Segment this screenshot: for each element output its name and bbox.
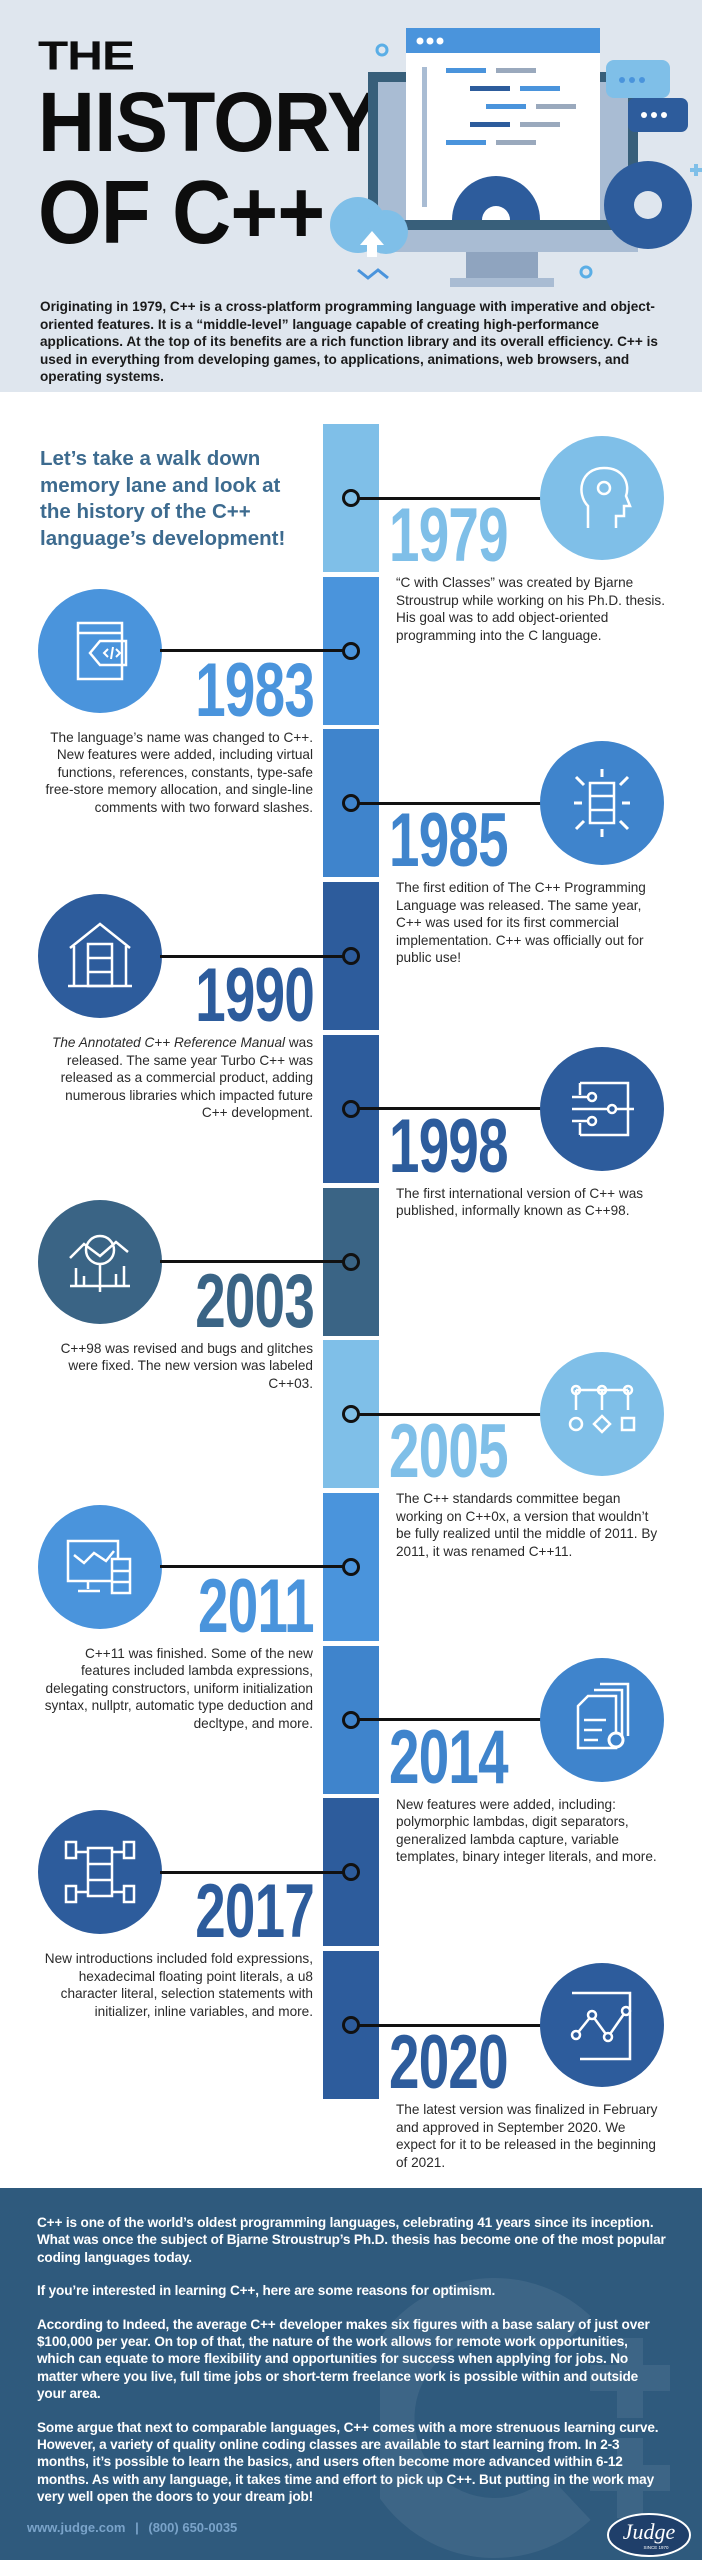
connector-line bbox=[160, 1870, 344, 1874]
event-description: New introductions included fold expressi… bbox=[43, 1950, 313, 2020]
connector-line bbox=[160, 1260, 344, 1263]
timeline-dot bbox=[342, 1557, 360, 1576]
icon-circle bbox=[540, 436, 664, 560]
separator: | bbox=[135, 2519, 139, 2535]
icon-circle bbox=[540, 1657, 664, 1782]
website-link[interactable]: www.judge.com bbox=[27, 2519, 126, 2535]
year-label: 2017 bbox=[195, 1869, 315, 1955]
connector-line bbox=[358, 1107, 542, 1111]
year-label: 1985 bbox=[389, 798, 509, 884]
event-description: The language’s name was changed to C++. … bbox=[43, 729, 313, 817]
event-description: The first international version of C++ w… bbox=[396, 1185, 666, 1220]
monitor-chart-icon bbox=[66, 1539, 132, 1595]
desc-text: New introductions included fold expressi… bbox=[44, 1951, 313, 2019]
timeline-dot bbox=[342, 1252, 360, 1271]
desc-text: The first international version of C++ w… bbox=[396, 1185, 644, 1219]
year-label: 2020 bbox=[389, 2020, 509, 2105]
footer-section bbox=[0, 2188, 702, 2560]
connector-line bbox=[358, 2023, 542, 2027]
event-description: The latest version was finalized in Febr… bbox=[396, 2101, 666, 2171]
server-network-icon bbox=[64, 1841, 136, 1904]
icon-circle bbox=[540, 1352, 664, 1477]
footer-paragraph-1: C++ is one of the world’s oldest program… bbox=[37, 2215, 666, 2265]
connector-line bbox=[160, 649, 344, 653]
timeline-dot bbox=[342, 641, 360, 660]
logo-subtext: SINCE 1970 bbox=[643, 2545, 669, 2550]
connector-line bbox=[358, 496, 542, 500]
event-description: “C with Classes” was created by Bjarne S… bbox=[396, 574, 666, 644]
timeline-dot bbox=[342, 1863, 360, 1882]
connector-line bbox=[358, 801, 542, 805]
phone-link[interactable]: (800) 650-0035 bbox=[148, 2519, 238, 2535]
cpp-watermark bbox=[380, 2278, 670, 2558]
desc-text: New features were added, including: poly… bbox=[396, 1796, 657, 1865]
timeline-dot bbox=[342, 2016, 360, 2034]
footer-paragraph-2: If you’re interested in learning C++, he… bbox=[37, 2283, 496, 2299]
timeline-dot bbox=[342, 1099, 360, 1118]
contact-info: www.judge.com | (800) 650-0035 bbox=[27, 2520, 669, 2536]
connector-line bbox=[160, 1565, 344, 1569]
icon-circle bbox=[38, 894, 162, 1019]
timeline-dot bbox=[342, 489, 360, 507]
hierarchy-shapes-icon bbox=[568, 1384, 636, 1434]
year-label: 2003 bbox=[195, 1258, 315, 1344]
event-description: C++98 was revised and bugs and glitches … bbox=[43, 1340, 313, 1393]
server-arrows-icon bbox=[574, 769, 630, 838]
judge-logo: Judge SINCE 1970 bbox=[607, 2513, 691, 2557]
connector-line bbox=[358, 1412, 542, 1416]
icon-circle bbox=[38, 1199, 162, 1324]
year-label: 1990 bbox=[195, 953, 315, 1039]
year-label: 1998 bbox=[389, 1103, 509, 1189]
desc-text: “C with Classes” was created by Bjarne S… bbox=[396, 575, 665, 643]
logo-text: Judge bbox=[623, 2519, 676, 2544]
event-description: The Annotated C++ Reference Manual was r… bbox=[43, 1034, 313, 1122]
event-description: The first edition of The C++ Programming… bbox=[396, 879, 666, 967]
head-gear-icon bbox=[580, 466, 632, 528]
documents-gear-icon bbox=[576, 1682, 630, 1749]
desc-text: The language’s name was changed to C++. … bbox=[45, 729, 313, 815]
title-line-1: THE bbox=[38, 33, 135, 79]
event-description: The C++ standards committee began workin… bbox=[396, 1490, 666, 1560]
year-label: 1979 bbox=[389, 493, 509, 578]
title-line-2: HISTORY bbox=[38, 74, 380, 169]
timeline-lead-heading: Let’s take a walk down memory lane and l… bbox=[40, 447, 286, 550]
chart-board-icon bbox=[570, 1991, 632, 2061]
icon-circle bbox=[38, 588, 162, 713]
icon-circle bbox=[540, 1046, 664, 1171]
event-description: New features were added, including: poly… bbox=[396, 1796, 666, 1866]
desc-italic: The Annotated C++ Reference Manual bbox=[52, 1035, 286, 1051]
icon-circle bbox=[540, 741, 664, 866]
timeline-dot bbox=[342, 794, 360, 813]
icon-circle bbox=[540, 1963, 664, 2087]
desc-text: was released. The same year Turbo C++ wa… bbox=[60, 1035, 313, 1121]
timeline-dot bbox=[342, 1405, 360, 1424]
connector-line bbox=[358, 1718, 542, 1722]
year-label: 2014 bbox=[389, 1714, 509, 1800]
footer-text-block: C++ is one of the world’s oldest program… bbox=[27, 2214, 669, 2536]
event-description: C++11 was finished. Some of the new feat… bbox=[43, 1645, 313, 1733]
desc-text: The latest version was finalized in Febr… bbox=[396, 2102, 658, 2170]
footer-paragraph-4: Some argue that next to comparable langu… bbox=[37, 2419, 659, 2505]
desc-text: C++11 was finished. Some of the new feat… bbox=[44, 1645, 313, 1731]
timeline-dot bbox=[342, 947, 360, 966]
intro-paragraph: Originating in 1979, C++ is a cross-plat… bbox=[40, 299, 658, 385]
icon-circle bbox=[38, 1810, 162, 1935]
header: THE HISTORY OF C++ Originating in 1979, … bbox=[0, 0, 702, 392]
desc-text: The C++ standards committee began workin… bbox=[396, 1491, 658, 1559]
code-window-icon bbox=[76, 621, 128, 680]
building-server-icon bbox=[68, 922, 132, 988]
desc-text: The first edition of The C++ Programming… bbox=[396, 880, 646, 966]
desc-text: C++98 was revised and bugs and glitches … bbox=[60, 1340, 313, 1391]
year-label: 1983 bbox=[195, 647, 315, 733]
flow-network-icon bbox=[572, 1081, 634, 1137]
timeline-dot bbox=[342, 1710, 360, 1729]
chart-magnifier-icon bbox=[69, 1234, 130, 1292]
computer-illustration bbox=[330, 28, 702, 287]
year-label: 2005 bbox=[389, 1409, 509, 1495]
connector-line bbox=[160, 954, 344, 958]
year-label: 2011 bbox=[198, 1563, 315, 1649]
footer-paragraph-3: According to Indeed, the average C++ dev… bbox=[37, 2316, 650, 2402]
icon-circle bbox=[38, 1504, 162, 1629]
title-line-3: OF C++ bbox=[38, 162, 325, 263]
